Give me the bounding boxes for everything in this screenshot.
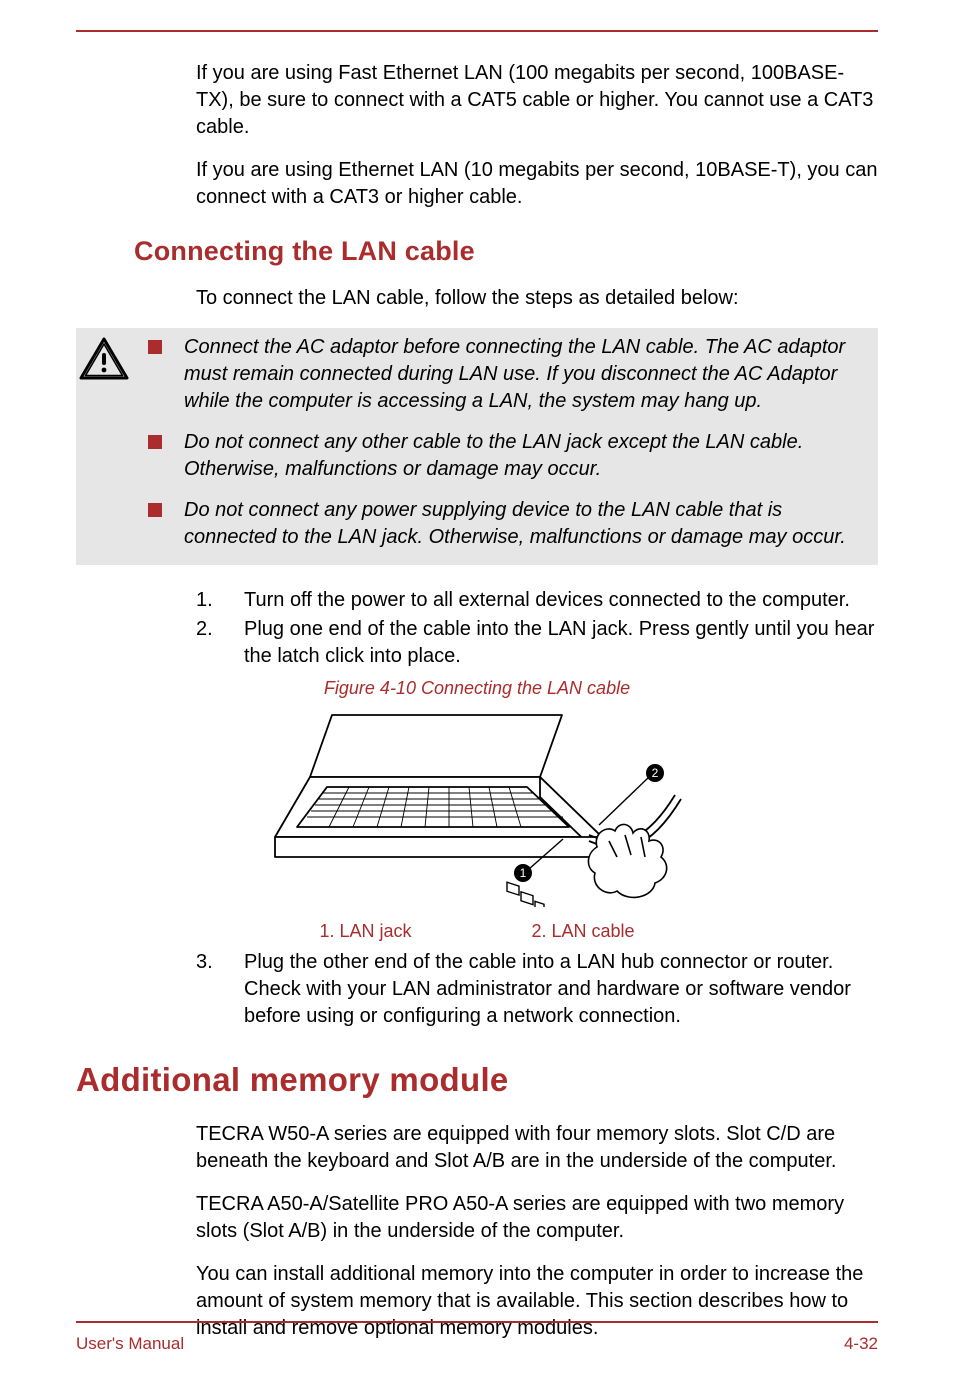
callout-2: 2 — [652, 766, 659, 780]
caution-triangle-icon — [78, 336, 130, 382]
step-text: Plug one end of the cable into the LAN j… — [244, 616, 878, 670]
step-text: Turn off the power to all external devic… — [244, 587, 850, 614]
figure-caption: Figure 4-10 Connecting the LAN cable — [76, 676, 878, 700]
step-item: 2. Plug one end of the cable into the LA… — [196, 616, 878, 670]
bullet-square-icon — [148, 340, 162, 354]
page-footer: User's Manual 4-32 — [76, 1321, 878, 1356]
lead-para: To connect the LAN cable, follow the ste… — [196, 285, 878, 312]
step-item: 3. Plug the other end of the cable into … — [196, 949, 878, 1030]
step-number: 2. — [196, 616, 222, 670]
figure-lan-cable: 1 2 — [257, 707, 697, 915]
lan-cable-illustration: 1 2 — [257, 707, 697, 907]
step-list: 1. Turn off the power to all external de… — [196, 587, 878, 670]
step-list-cont: 3. Plug the other end of the cable into … — [196, 949, 878, 1030]
footer-right: 4-32 — [844, 1333, 878, 1356]
intro-para-2: If you are using Ethernet LAN (10 megabi… — [196, 157, 878, 211]
footer-rule — [76, 1321, 878, 1323]
legend-1: 1. LAN jack — [319, 919, 411, 943]
legend-2: 2. LAN cable — [531, 919, 634, 943]
bullet-square-icon — [148, 503, 162, 517]
heading-connecting-lan: Connecting the LAN cable — [134, 233, 878, 269]
warning-list: Connect the AC adaptor before connecting… — [148, 334, 860, 551]
bullet-square-icon — [148, 435, 162, 449]
warning-box: Connect the AC adaptor before connecting… — [76, 328, 878, 565]
callout-1: 1 — [520, 866, 527, 880]
step-text: Plug the other end of the cable into a L… — [244, 949, 878, 1030]
step-number: 3. — [196, 949, 222, 1030]
mem-para-2: TECRA A50-A/Satellite PRO A50-A series a… — [196, 1191, 878, 1245]
figure-legend: 1. LAN jack 2. LAN cable — [76, 919, 878, 943]
intro-para-1: If you are using Fast Ethernet LAN (100 … — [196, 60, 878, 141]
top-rule — [76, 30, 878, 32]
warning-text: Connect the AC adaptor before connecting… — [184, 334, 860, 415]
caution-icon — [76, 334, 134, 551]
step-number: 1. — [196, 587, 222, 614]
mem-para-1: TECRA W50-A series are equipped with fou… — [196, 1121, 878, 1175]
warning-text: Do not connect any power supplying devic… — [184, 497, 860, 551]
heading-additional-memory: Additional memory module — [76, 1058, 878, 1103]
step-item: 1. Turn off the power to all external de… — [196, 587, 878, 614]
warning-text: Do not connect any other cable to the LA… — [184, 429, 860, 483]
warning-item: Connect the AC adaptor before connecting… — [148, 334, 860, 415]
warning-item: Do not connect any other cable to the LA… — [148, 429, 860, 483]
manual-page: If you are using Fast Ethernet LAN (100 … — [0, 0, 954, 1378]
warning-item: Do not connect any power supplying devic… — [148, 497, 860, 551]
footer-left: User's Manual — [76, 1333, 184, 1356]
